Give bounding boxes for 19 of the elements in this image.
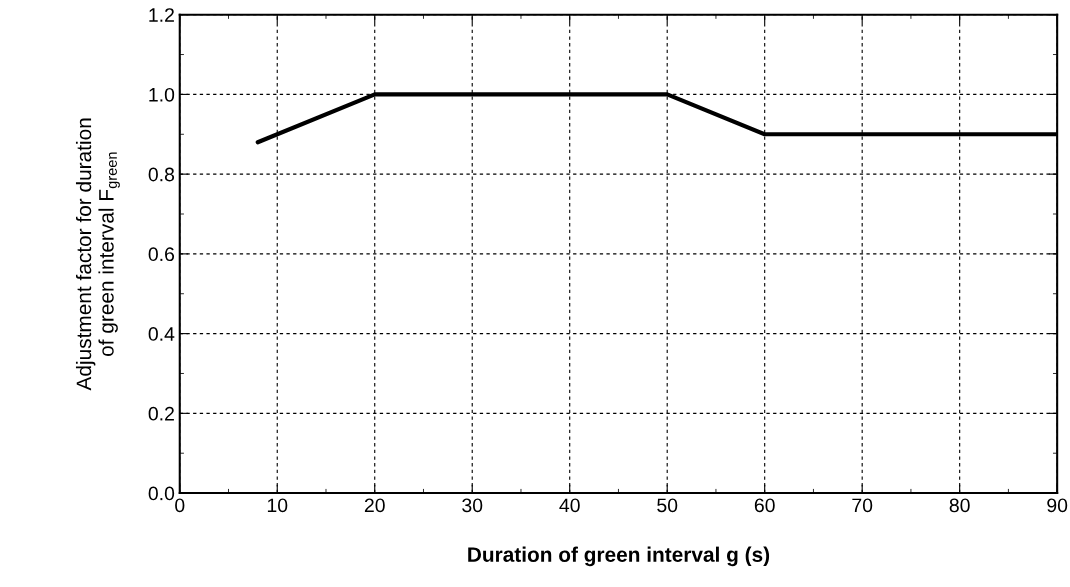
- x-tick-label: 0: [175, 498, 185, 513]
- y-tick-label: 0.4: [148, 327, 175, 341]
- x-tick-label: 40: [559, 498, 580, 513]
- y-axis-title: Adjustment factor for duration of green interval F$_{green}$: [75, 118, 120, 391]
- x-tick-label: 90: [1047, 498, 1068, 513]
- x-tick-label: 30: [462, 498, 483, 513]
- y-tick-label: 0.0: [148, 486, 175, 501]
- x-tick-label: 60: [754, 498, 775, 513]
- y-tick-label: 0.2: [148, 406, 174, 421]
- y-tick-label: 0.8: [148, 167, 175, 182]
- x-tick-label: 10: [267, 498, 288, 513]
- y-tick-label: 1.2: [149, 8, 174, 22]
- x-tick-label: 70: [852, 498, 873, 513]
- x-tick-label: 80: [949, 498, 970, 513]
- y-tick-label: 0.6: [148, 247, 175, 262]
- x-tick-label: 50: [657, 498, 678, 513]
- x-tick-label: 20: [364, 498, 385, 513]
- y-tick-label: 1.0: [149, 87, 175, 102]
- x-axis-title: Duration of green interval g (s): [468, 546, 770, 567]
